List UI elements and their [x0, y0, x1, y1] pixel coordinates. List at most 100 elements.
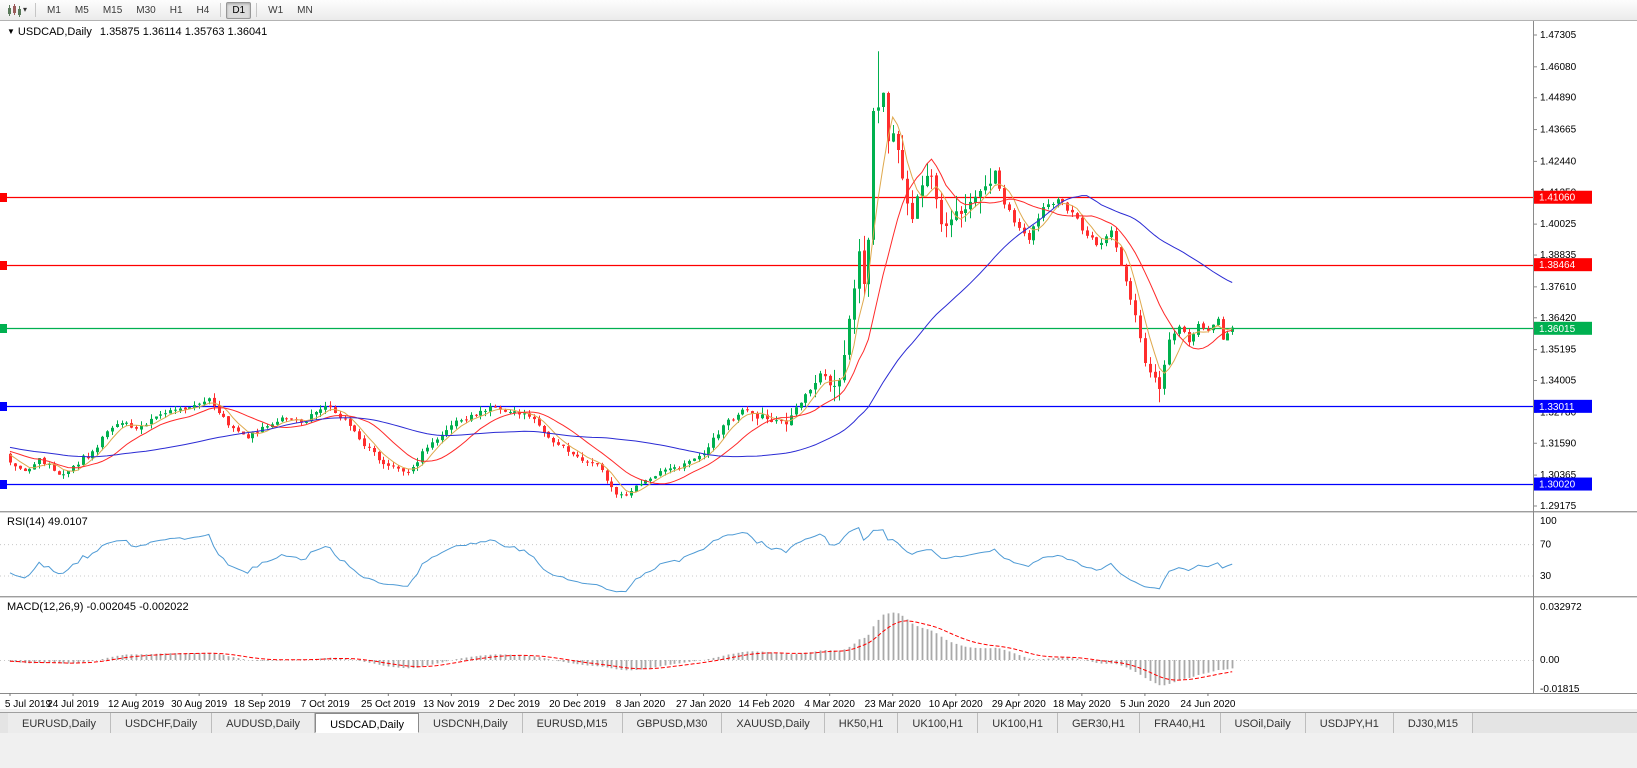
dropdown-caret-icon: ▾	[23, 5, 28, 14]
price-tag-1.30020	[1534, 477, 1592, 491]
macd-indicator-label: MACD(12,26,9) -0.002045 -0.002022	[7, 601, 189, 613]
price-axis-label: 1.36420	[1540, 313, 1577, 324]
price-axis-label: 1.30365	[1540, 470, 1577, 481]
date-axis-label: 7 Oct 2019	[301, 699, 350, 709]
chart-canvas[interactable]: 1.473051.460801.448901.436651.424401.412…	[0, 21, 1637, 709]
date-axis-label: 29 Apr 2020	[992, 699, 1046, 709]
chart-tab-dj30-m15[interactable]: DJ30,M15	[1393, 713, 1473, 733]
rsi-indicator-label: RSI(14) 49.0107	[7, 516, 88, 528]
date-axis-label: 5 Jul 2019	[5, 699, 52, 709]
chart-tab-usdcad-daily[interactable]: USDCAD,Daily	[315, 713, 420, 733]
horizontal-levels	[0, 193, 1533, 489]
date-axis-label: 18 May 2020	[1053, 699, 1111, 709]
chart-tab-xauusd-daily[interactable]: XAUUSD,Daily	[722, 713, 825, 733]
chart-tab-ger30-h1[interactable]: GER30,H1	[1057, 713, 1141, 733]
rsi-line	[9, 527, 1233, 593]
ma-13-line	[9, 158, 1233, 485]
date-axis-label: 30 Aug 2019	[171, 699, 228, 709]
date-axis-label: 20 Dec 2019	[549, 699, 606, 709]
price-axis-label: 1.29175	[1540, 501, 1577, 512]
chart-tab-usdjpy-h1[interactable]: USDJPY,H1	[1305, 713, 1394, 733]
price-axis-label: 1.44890	[1540, 93, 1577, 104]
price-axis-label: 1.46080	[1540, 62, 1577, 73]
timeframe-button-h4[interactable]: H4	[196, 4, 210, 16]
price-tag-1.36015	[1534, 321, 1592, 335]
toolbar-separator	[220, 3, 222, 17]
macd-axis-label: 0.00	[1540, 655, 1560, 666]
chart-title: ▼ USDCAD,Daily 1.35875 1.36114 1.35763 1.3…	[7, 26, 267, 38]
price-tag-label: 1.41060	[1539, 193, 1576, 204]
ma-5-line	[9, 115, 1233, 494]
chart-tab-usdcnh-daily[interactable]: USDCNH,Daily	[419, 713, 523, 733]
price-axis-label: 1.43665	[1540, 125, 1577, 136]
chart-tab-hk50-h1[interactable]: HK50,H1	[824, 713, 899, 733]
macd-signal-line	[9, 620, 1233, 681]
chart-tab-fra40-h1[interactable]: FRA40,H1	[1140, 713, 1221, 733]
date-axis-label: 25 Oct 2019	[361, 699, 416, 709]
price-tag-1.33011	[1534, 399, 1592, 413]
timeframe-button-m5[interactable]: M5	[74, 4, 89, 16]
date-axis-label: 8 Jan 2020	[616, 699, 666, 709]
timeframe-button-w1[interactable]: W1	[268, 4, 284, 16]
price-axis-label: 1.34005	[1540, 376, 1577, 387]
chart-tab-audusd-daily[interactable]: AUDUSD,Daily	[212, 713, 316, 733]
timeframe-button-h1[interactable]: H1	[169, 4, 183, 16]
chart-tab-gbpusd-m30[interactable]: GBPUSD,M30	[622, 713, 723, 733]
date-axis-label: 10 Apr 2020	[929, 699, 983, 709]
level-left-marker	[0, 402, 7, 411]
toolbar-separator	[256, 3, 258, 17]
chart-symbol-period: USDCAD,Daily	[17, 26, 92, 38]
timeframe-button-m1[interactable]: M1	[47, 4, 61, 16]
date-axis-label: 23 Mar 2020	[865, 699, 922, 709]
timeframe-toolbar: ▾ M1 M5 M15 M30 H1 H4 D1 W1 MN	[0, 0, 1637, 21]
date-axis-label: 27 Jan 2020	[676, 699, 731, 709]
chart-collapse-icon[interactable]: ▼	[7, 27, 15, 36]
rsi-axis-label: 30	[1540, 571, 1552, 582]
price-axis-label: 1.40025	[1540, 219, 1577, 230]
price-axis-label: 1.47305	[1540, 30, 1577, 41]
date-axis-label: 12 Aug 2019	[108, 699, 165, 709]
chart-tab-uk100-h1[interactable]: UK100,H1	[978, 713, 1058, 733]
level-left-marker	[0, 480, 7, 489]
chart-type-icon[interactable]: ▾	[3, 2, 31, 19]
ma-45-line	[9, 195, 1233, 458]
chart-tab-usoil-daily[interactable]: USOil,Daily	[1220, 713, 1306, 733]
candlestick-series[interactable]	[9, 51, 1234, 499]
chart-tab-eurusd-m15[interactable]: EURUSD,M15	[522, 713, 623, 733]
date-axis-label: 24 Jul 2019	[47, 699, 99, 709]
timeframe-button-m30[interactable]: M30	[136, 4, 156, 16]
date-axis-label: 14 Feb 2020	[739, 699, 796, 709]
date-axis-label: 24 Jun 2020	[1180, 699, 1235, 709]
level-left-marker	[0, 324, 7, 333]
price-tag-label: 1.38464	[1539, 260, 1576, 271]
macd-axis-label: 0.032972	[1540, 602, 1582, 613]
price-axis-label: 1.35195	[1540, 345, 1577, 356]
timeframe-button-mn[interactable]: MN	[297, 4, 313, 16]
date-axis-label: 13 Nov 2019	[423, 699, 480, 709]
date-axis-label: 2 Dec 2019	[489, 699, 541, 709]
macd-histogram	[9, 612, 1234, 686]
price-axis-label: 1.32780	[1540, 407, 1577, 418]
price-axis-label: 1.42440	[1540, 156, 1577, 167]
price-axis-label: 1.31590	[1540, 438, 1577, 449]
chart-tab-eurusd-daily[interactable]: EURUSD,Daily	[8, 713, 111, 733]
level-left-marker	[0, 193, 7, 202]
timeframe-button-d1[interactable]: D1	[226, 1, 252, 19]
date-axis-label: 4 Mar 2020	[804, 699, 855, 709]
price-tag-1.41060	[1534, 190, 1592, 204]
price-tag-1.38464	[1534, 258, 1592, 272]
macd-axis-label: -0.01815	[1540, 684, 1580, 695]
price-tag-label: 1.33011	[1539, 402, 1575, 413]
chart-window: 1.473051.460801.448901.436651.424401.412…	[0, 21, 1637, 709]
price-tag-label: 1.30020	[1539, 480, 1576, 491]
price-axis-label: 1.37610	[1540, 282, 1577, 293]
level-left-marker	[0, 261, 7, 270]
chart-ohlc-values: 1.35875 1.36114 1.35763 1.36041	[99, 26, 268, 38]
chart-tab-usdchf-daily[interactable]: USDCHF,Daily	[110, 713, 213, 733]
date-axis-label: 18 Sep 2019	[234, 699, 291, 709]
rsi-axis-label: 100	[1540, 516, 1557, 527]
timeframe-button-m15[interactable]: M15	[102, 4, 123, 16]
status-area	[0, 733, 1637, 768]
chart-tab-uk100-h1[interactable]: UK100,H1	[898, 713, 979, 733]
